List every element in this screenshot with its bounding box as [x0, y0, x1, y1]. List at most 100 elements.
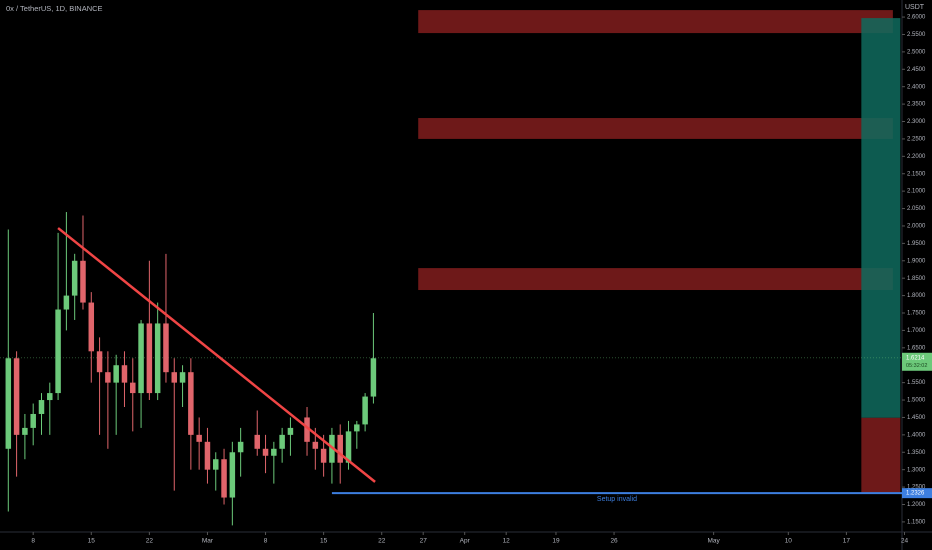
candle-body [38, 400, 45, 414]
y-tick-label: 2.4000 [907, 84, 926, 90]
resistance-zone [418, 268, 893, 291]
x-tick-label: 24 [901, 538, 909, 545]
y-tick-label: 1.8000 [907, 293, 926, 299]
y-tick-label: 2.0500 [907, 206, 926, 212]
y-tick-label: 2.2000 [907, 154, 926, 160]
candle-body [320, 448, 327, 463]
candle-body [287, 427, 294, 435]
candle-body [337, 434, 343, 463]
candle-body [304, 417, 310, 442]
candle-body [121, 365, 128, 383]
candle-body [80, 260, 86, 303]
candle-body [254, 434, 260, 449]
y-tick-label: 1.3000 [907, 467, 926, 473]
x-tick-label: 19 [552, 538, 560, 545]
y-tick-label: 1.4500 [907, 415, 926, 421]
y-tick-label: 1.9500 [907, 241, 926, 247]
position-loss [861, 417, 901, 494]
y-tick-label: 1.5500 [907, 380, 926, 386]
x-tick-label: 8 [264, 538, 268, 545]
candle-body [229, 452, 236, 498]
x-tick-label: 26 [610, 538, 618, 545]
x-tick-label: 15 [88, 538, 96, 545]
candle-body [188, 372, 194, 435]
candle-body [71, 260, 78, 296]
chart-title: 0x / TetherUS, 1D, BINANCE [6, 4, 103, 13]
x-tick-label: Apr [460, 538, 471, 545]
y-tick-label: 1.9000 [907, 258, 926, 264]
candle-body [113, 365, 119, 383]
invalid-text: Setup invalid [597, 496, 637, 503]
resistance-zone [418, 10, 893, 34]
candle-body [47, 393, 53, 401]
candle-body [237, 441, 244, 453]
x-tick-label: Mar [202, 538, 214, 545]
y-tick-label: 1.5000 [907, 398, 926, 404]
candle-body [30, 413, 36, 428]
countdown-label: 05:32:02 [906, 363, 927, 369]
candle-body [196, 434, 202, 442]
candle-body [345, 431, 352, 463]
candle-body [138, 323, 144, 394]
y-tick-label: 2.2500 [907, 136, 926, 142]
y-tick-label: 1.8500 [907, 276, 926, 282]
candle-body [271, 448, 277, 456]
y-tick-label: 2.5000 [907, 49, 926, 55]
x-tick-label: 27 [420, 538, 428, 545]
candle-body [171, 372, 178, 383]
price-tag-label: 1.6214 [906, 355, 925, 361]
y-tick-label: 2.0000 [907, 224, 926, 230]
candle-body [63, 295, 70, 310]
candle-body [163, 323, 169, 373]
y-tick-label: 1.7500 [907, 311, 926, 317]
candle-body [370, 358, 377, 397]
y-tick-label: 1.2500 [907, 485, 926, 491]
candle-body [22, 427, 28, 435]
x-tick-label: 12 [503, 538, 511, 545]
y-tick-label: 2.4500 [907, 67, 926, 73]
price-tag [902, 488, 932, 499]
y-tick-label: 1.6500 [907, 345, 926, 351]
candle-body [312, 441, 319, 449]
y-tick-label: 2.6000 [907, 15, 926, 21]
candle-body [362, 396, 368, 425]
position-profit [861, 18, 901, 418]
candle-body [154, 323, 161, 394]
candle-body [105, 372, 111, 383]
candle-body [179, 372, 186, 383]
x-tick-label: 15 [320, 538, 328, 545]
y-tick-label: 2.5500 [907, 32, 926, 38]
candle-body [13, 358, 20, 435]
y-tick-label: 1.7000 [907, 328, 926, 334]
y-tick-label: 2.1500 [907, 171, 926, 177]
trend-line [57, 227, 376, 483]
candle-body [262, 448, 269, 456]
candle-body [88, 302, 95, 352]
candle-body [5, 358, 12, 449]
y-tick-label: 1.2000 [907, 502, 926, 508]
x-tick-label: May [707, 538, 720, 545]
y-tick-label: 2.3000 [907, 119, 926, 125]
candle-body [96, 351, 103, 373]
candle-body [221, 459, 227, 498]
candle-body [130, 382, 136, 394]
candle-body [146, 323, 153, 394]
price-tag-label: 1.2326 [906, 491, 925, 497]
x-tick-label: 10 [785, 538, 793, 545]
candle-body [212, 459, 219, 470]
candle-body [354, 424, 360, 432]
y-axis-label: USDT [905, 4, 925, 11]
y-tick-label: 1.4000 [907, 432, 926, 438]
x-tick-label: 22 [146, 538, 154, 545]
candle-body [279, 434, 285, 449]
price-tag [902, 352, 932, 371]
candle-body [204, 441, 211, 470]
x-tick-label: 22 [378, 538, 386, 545]
y-tick-label: 1.1500 [907, 519, 926, 525]
x-tick-label: 8 [31, 538, 35, 545]
resistance-zone [418, 118, 893, 139]
x-tick-label: 17 [843, 538, 851, 545]
candle-body [55, 309, 61, 394]
